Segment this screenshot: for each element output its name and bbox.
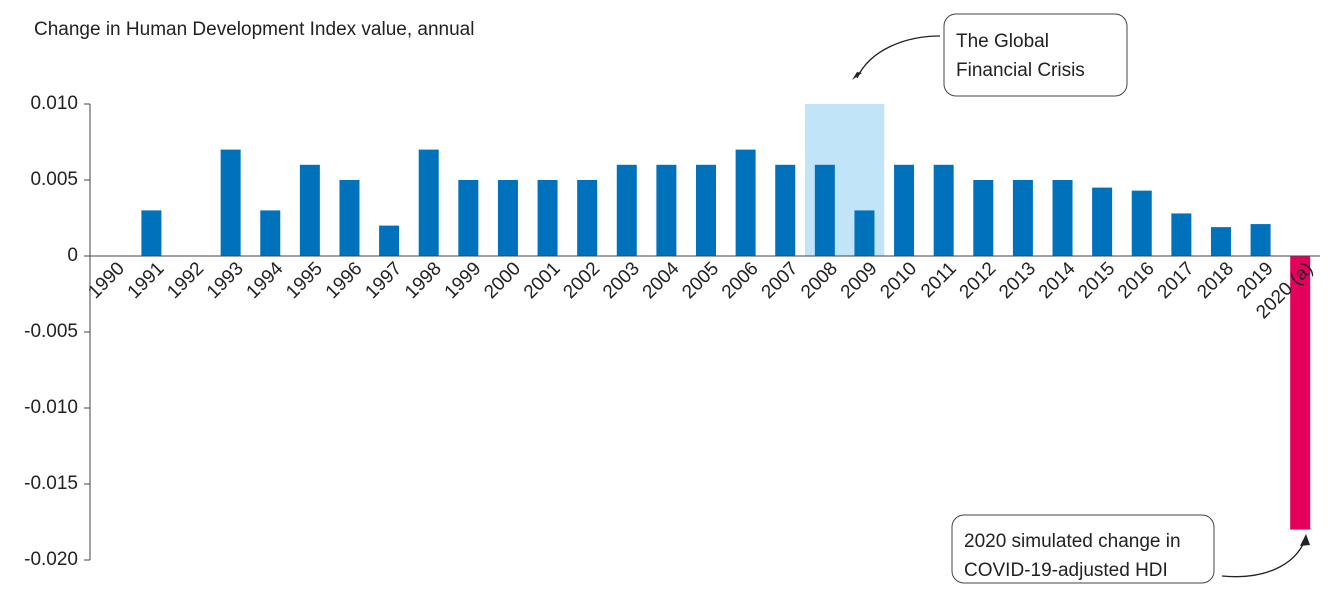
- x-tick-label: 2004: [639, 258, 684, 303]
- bar: [973, 180, 994, 256]
- x-tick-label: 2010: [876, 258, 921, 303]
- x-tick-label: 1996: [322, 258, 367, 303]
- arrow-head: [852, 72, 862, 80]
- x-tick-label: 1990: [84, 258, 129, 303]
- plot: 0.0100.0050-0.005-0.010-0.015-0.02019901…: [24, 93, 1320, 570]
- bar: [1290, 256, 1311, 530]
- x-tick-label: 2014: [1035, 258, 1080, 303]
- x-tick-label: 1992: [163, 258, 208, 303]
- x-tick-label: 1993: [203, 258, 248, 303]
- annotation-text: Financial Crisis: [956, 60, 1085, 81]
- bar: [141, 210, 162, 256]
- bar: [1250, 224, 1271, 256]
- annotation-arrow: [1221, 539, 1306, 578]
- bar: [260, 210, 281, 256]
- x-tick-label: 2016: [1114, 258, 1159, 303]
- x-tick-label: 2002: [559, 258, 604, 303]
- bar: [379, 225, 400, 256]
- x-tick-label: 2000: [480, 258, 525, 303]
- x-tick-label: 2003: [599, 258, 644, 303]
- x-tick-label: 2017: [1154, 258, 1199, 303]
- bar: [616, 164, 637, 256]
- x-tick-label: 1995: [282, 258, 327, 303]
- bar: [418, 149, 439, 256]
- annotation-box: [943, 13, 1128, 97]
- x-tick-label: 1997: [361, 258, 406, 303]
- bar: [894, 164, 915, 256]
- y-tick-label: -0.005: [24, 321, 78, 342]
- chart-title: Change in Human Development Index value,…: [34, 19, 474, 40]
- y-tick-label: 0: [67, 245, 78, 266]
- arrow-head: [1300, 534, 1310, 546]
- x-tick-label: 2005: [678, 258, 723, 303]
- bar: [339, 180, 360, 256]
- bar: [537, 180, 558, 256]
- bar: [458, 180, 479, 256]
- x-tick-label: 1998: [401, 258, 446, 303]
- bar: [696, 164, 716, 256]
- bar: [1210, 227, 1231, 256]
- y-tick-label: -0.010: [24, 397, 78, 418]
- bar: [775, 164, 796, 256]
- x-tick-label: 1994: [243, 258, 288, 303]
- bar: [735, 149, 756, 256]
- bar: [854, 210, 875, 256]
- x-tick-label: 2011: [917, 258, 961, 302]
- bar: [1052, 180, 1073, 256]
- x-tick-label: 1999: [441, 258, 486, 303]
- annotation-arrow: [856, 35, 941, 79]
- x-tick-label: 2006: [718, 258, 763, 303]
- x-tick-label: 2007: [758, 258, 803, 303]
- bar: [299, 164, 320, 256]
- annotation-text: 2020 simulated change in: [964, 531, 1181, 552]
- bar: [220, 149, 241, 256]
- bar: [814, 164, 835, 256]
- x-tick-label: 2008: [797, 258, 842, 303]
- x-tick-label: 2001: [520, 258, 565, 303]
- bar: [1092, 187, 1113, 256]
- x-tick-label: 2009: [837, 258, 882, 303]
- x-tick-label: 2012: [956, 258, 1001, 303]
- annotation-text: The Global: [956, 31, 1049, 52]
- bar: [1012, 180, 1033, 256]
- bar: [1131, 190, 1152, 256]
- y-tick-label: -0.015: [24, 473, 78, 494]
- x-tick-label: 2018: [1193, 258, 1238, 303]
- y-tick-label: -0.020: [24, 549, 78, 570]
- annotation-text: COVID-19-adjusted HDI: [964, 560, 1168, 581]
- y-tick-label: 0.005: [30, 169, 78, 190]
- x-tick-label: 2013: [995, 258, 1040, 303]
- x-tick-label: 1991: [124, 258, 169, 303]
- bar: [577, 180, 598, 256]
- bar: [497, 180, 518, 256]
- bar: [656, 164, 677, 256]
- annotation-box: [951, 514, 1215, 584]
- x-tick-label: 2015: [1074, 258, 1119, 303]
- y-tick-label: 0.010: [30, 93, 78, 114]
- bar: [933, 164, 954, 256]
- bar: [1171, 213, 1192, 256]
